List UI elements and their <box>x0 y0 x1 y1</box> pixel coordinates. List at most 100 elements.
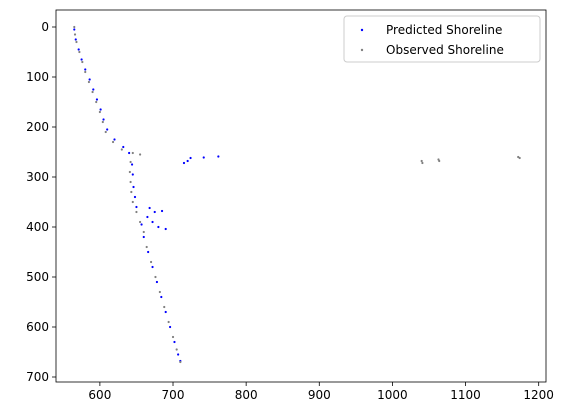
y-tick-label: 700 <box>26 370 49 384</box>
x-tick-label: 900 <box>308 388 331 402</box>
point <box>81 60 84 64</box>
point <box>164 227 167 231</box>
point <box>122 145 125 149</box>
y-tick-label: 100 <box>26 70 49 84</box>
x-tick-label: 600 <box>88 388 111 402</box>
x-tick-label: 700 <box>162 388 185 402</box>
y-tick-label: 0 <box>41 20 49 34</box>
point <box>80 58 83 61</box>
point <box>91 90 94 94</box>
y-tick-label: 400 <box>26 220 49 234</box>
point <box>168 325 172 329</box>
point <box>438 159 441 163</box>
point <box>167 320 170 324</box>
point <box>518 156 521 160</box>
point <box>106 128 109 131</box>
legend-marker <box>360 48 364 52</box>
legend-label: Observed Shoreline <box>386 43 504 57</box>
point <box>87 80 91 84</box>
point <box>74 38 77 41</box>
point <box>129 180 132 184</box>
point <box>75 40 78 44</box>
point <box>145 245 148 249</box>
point <box>154 275 157 279</box>
legend-box <box>343 15 541 63</box>
point <box>155 280 159 284</box>
point <box>129 160 132 164</box>
point <box>78 50 81 54</box>
point <box>131 173 134 176</box>
point <box>102 118 105 121</box>
point <box>140 223 143 226</box>
point <box>151 220 154 224</box>
point <box>131 151 134 155</box>
point <box>135 210 138 214</box>
point <box>189 156 192 160</box>
point <box>88 78 91 81</box>
point <box>217 155 220 158</box>
point <box>421 161 424 165</box>
point <box>135 205 138 209</box>
point <box>177 353 180 356</box>
point <box>175 348 178 351</box>
point <box>131 200 134 204</box>
point <box>164 310 167 314</box>
point <box>84 70 87 74</box>
point <box>104 130 107 134</box>
y-tick-label: 300 <box>26 170 49 184</box>
point <box>132 185 135 189</box>
point <box>182 161 186 165</box>
point <box>98 110 101 114</box>
y-tick-label: 500 <box>26 270 49 284</box>
point <box>179 360 182 364</box>
x-tick-label: 800 <box>235 388 258 402</box>
plot-area <box>55 9 547 383</box>
point <box>171 335 175 339</box>
point <box>142 235 145 239</box>
point <box>73 33 77 36</box>
legend-marker <box>360 28 364 32</box>
point <box>139 220 142 224</box>
point <box>99 108 102 111</box>
point <box>160 209 164 213</box>
point <box>146 215 149 219</box>
point <box>186 159 189 163</box>
y-tick-label: 200 <box>26 120 49 134</box>
point <box>130 190 133 194</box>
point <box>142 230 145 234</box>
point <box>173 340 176 344</box>
point <box>73 28 76 31</box>
point <box>101 120 104 124</box>
point <box>149 260 153 264</box>
point <box>420 159 423 163</box>
point <box>133 195 137 199</box>
x-tick-label: 1000 <box>377 388 408 402</box>
point <box>128 170 131 174</box>
legend-label: Predicted Shoreline <box>386 23 502 37</box>
point <box>163 305 166 309</box>
y-tick-label: 600 <box>26 320 49 334</box>
point <box>128 151 131 155</box>
point <box>160 295 163 299</box>
point <box>153 210 156 214</box>
point <box>95 100 98 104</box>
point <box>130 163 134 166</box>
point <box>147 250 150 254</box>
x-tick-label: 1100 <box>450 388 481 402</box>
point <box>95 98 99 101</box>
x-tick-label: 1200 <box>523 388 554 402</box>
point <box>120 148 123 151</box>
point <box>158 290 161 294</box>
point <box>111 140 115 144</box>
point <box>151 265 154 269</box>
point <box>73 25 76 29</box>
point <box>148 206 151 210</box>
point <box>92 88 95 91</box>
point <box>157 225 160 229</box>
point <box>77 48 80 51</box>
point <box>84 68 87 71</box>
point <box>202 156 205 159</box>
point <box>113 138 116 141</box>
point <box>139 153 142 156</box>
